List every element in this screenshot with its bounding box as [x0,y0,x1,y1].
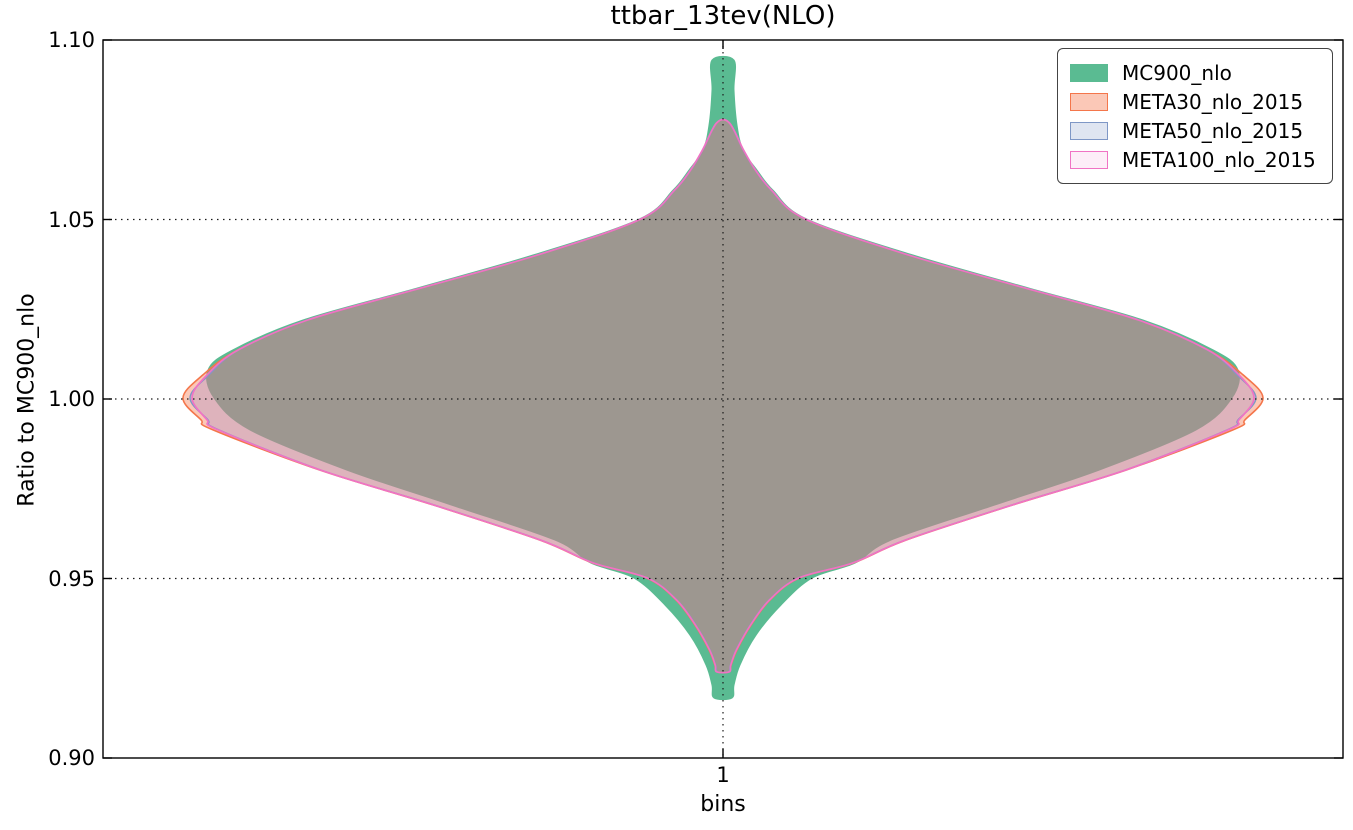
legend-item: META30_nlo_2015 [1070,87,1320,116]
y-tick-label: 0.95 [48,566,95,591]
legend-swatch [1070,121,1108,140]
chart-title: ttbar_13tev(NLO) [610,1,836,31]
violin-META100_nlo_2015 [191,118,1255,674]
legend-label: META30_nlo_2015 [1122,89,1304,114]
y-tick-label: 1.05 [48,207,95,232]
legend-item: META50_nlo_2015 [1070,116,1320,145]
legend-swatch [1070,63,1108,82]
legend-swatch [1070,150,1108,169]
legend-item: META100_nlo_2015 [1070,145,1320,174]
y-tick-label: 1.00 [48,387,95,411]
y-tick-label: 0.90 [48,746,95,770]
legend-label: META50_nlo_2015 [1122,118,1304,143]
y-tick-label: 1.10 [48,28,95,52]
legend: MC900_nlo META30_nlo_2015 META50_nlo_2015 M… [1057,48,1333,184]
legend-swatch [1070,92,1108,111]
violin-MC900_nlo [206,55,1240,701]
legend-label: MC900_nlo [1122,60,1232,85]
x-axis-label: bins [700,792,746,817]
legend-label: META100_nlo_2015 [1122,147,1316,172]
legend-item: MC900_nlo [1070,58,1320,87]
x-tick-label: 1 [716,763,730,787]
